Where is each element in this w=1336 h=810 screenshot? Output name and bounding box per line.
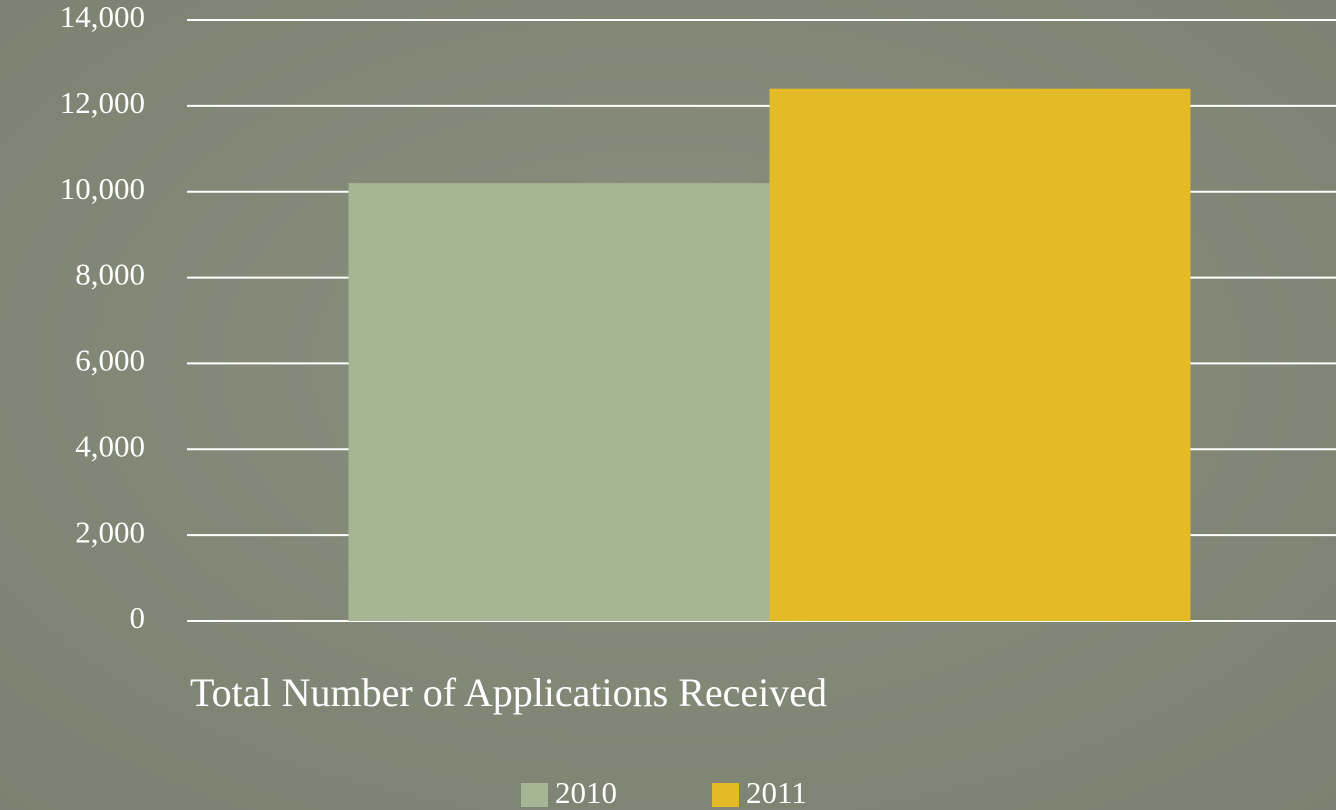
legend-swatch: [521, 783, 548, 807]
bars: [348, 88, 1191, 621]
y-tick-label: 12,000: [60, 85, 145, 120]
y-tick-label: 2,000: [75, 514, 145, 549]
legend-label: 2010: [555, 775, 617, 810]
labels: 0 2,000 4,000 6,000 8,000 10,000 12,000 14,000 T…: [60, 0, 827, 810]
y-tick-label: 6,000: [75, 343, 145, 378]
bar: [348, 183, 770, 621]
legend-label: 2011: [746, 775, 807, 810]
bar: [769, 88, 1191, 621]
y-tick-label: 4,000: [75, 428, 145, 463]
y-tick-label: 10,000: [60, 171, 145, 206]
y-tick-label: 0: [130, 600, 146, 635]
legend-swatch: [712, 783, 739, 807]
x-tick-label: Total Number of Applications Received: [190, 670, 827, 715]
y-tick-label: 14,000: [60, 0, 145, 34]
y-tick-label: 8,000: [75, 257, 145, 292]
